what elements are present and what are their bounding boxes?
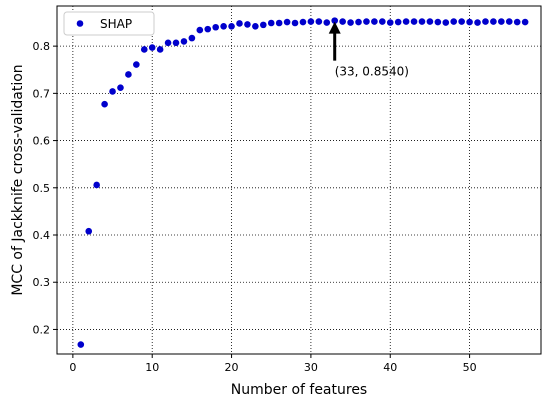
grid-lines [57,6,541,354]
data-point [252,23,259,30]
data-point [85,227,93,235]
y-axis-ticks: 0.2 0.3 0.4 0.5 0.6 0.7 0.8 [33,40,57,336]
data-point [442,19,450,26]
data-point [93,181,100,189]
data-point [212,23,219,31]
annotation-label: (33, 0.8540) [335,65,409,79]
y-tick-label: 0.3 [33,276,51,289]
y-tick-label: 0.5 [33,182,51,195]
data-point [386,19,394,26]
data-point [117,84,124,91]
x-axis-ticks: 0 10 20 30 40 50 [69,354,477,374]
data-point [140,46,148,53]
y-tick-label: 0.7 [33,87,51,100]
data-point [204,25,212,33]
data-point [426,18,434,25]
data-point [521,18,529,26]
data-point [299,18,307,26]
data-point [466,18,473,26]
data-point [228,23,235,30]
data-point [505,18,513,25]
data-point [125,71,132,78]
data-point [363,18,370,25]
y-tick-label: 0.8 [33,40,51,53]
x-tick-label: 40 [383,361,397,374]
data-point [434,18,442,26]
data-point [450,18,458,25]
data-point [490,18,497,25]
data-point [77,341,85,348]
data-point [307,18,315,25]
data-point [482,18,489,25]
data-point [109,88,116,95]
data-point [259,21,267,29]
plot-area-frame [56,5,542,355]
x-axis-label: Number of features [231,382,367,398]
y-axis-label: MCC of Jackknife cross-validation [10,64,26,295]
data-point [164,39,172,47]
data-point [172,39,180,47]
data-point [339,18,346,25]
data-point [474,19,481,26]
annotation: (33, 0.8540) [328,21,409,79]
data-point [331,17,339,24]
legend-marker [76,20,84,27]
data-point [275,19,283,27]
data-point [498,18,505,25]
data-point [410,18,418,25]
data-point [244,21,251,28]
data-point [379,18,386,25]
y-tick-label: 0.6 [33,135,51,148]
data-point [188,34,196,42]
data-point [220,23,227,30]
data-points [77,17,529,348]
data-point [394,18,402,26]
data-point [323,19,331,26]
data-point [156,46,164,53]
x-tick-label: 0 [69,361,76,374]
data-point [513,18,521,26]
data-point [267,19,275,27]
x-tick-label: 10 [145,361,159,374]
x-tick-label: 30 [304,361,318,374]
data-point [315,18,323,25]
y-tick-label: 0.4 [33,229,51,242]
data-point [133,61,140,68]
data-point [101,100,108,108]
data-point [355,18,362,26]
data-point [291,19,299,27]
legend-box [63,11,155,36]
x-tick-label: 50 [463,361,477,374]
annotation-arrow-head [328,21,341,34]
data-point [196,26,204,34]
data-point [418,18,426,25]
data-point [458,18,465,25]
x-tick-label: 20 [225,361,239,374]
data-point [347,19,354,26]
data-point [180,38,188,45]
data-point [283,18,291,26]
data-point [371,18,378,25]
legend: SHAP [63,11,155,36]
legend-label-shap: SHAP [100,17,132,31]
data-point [236,20,243,27]
y-tick-label: 0.2 [33,323,51,336]
data-point [402,18,410,25]
data-point [148,44,156,51]
